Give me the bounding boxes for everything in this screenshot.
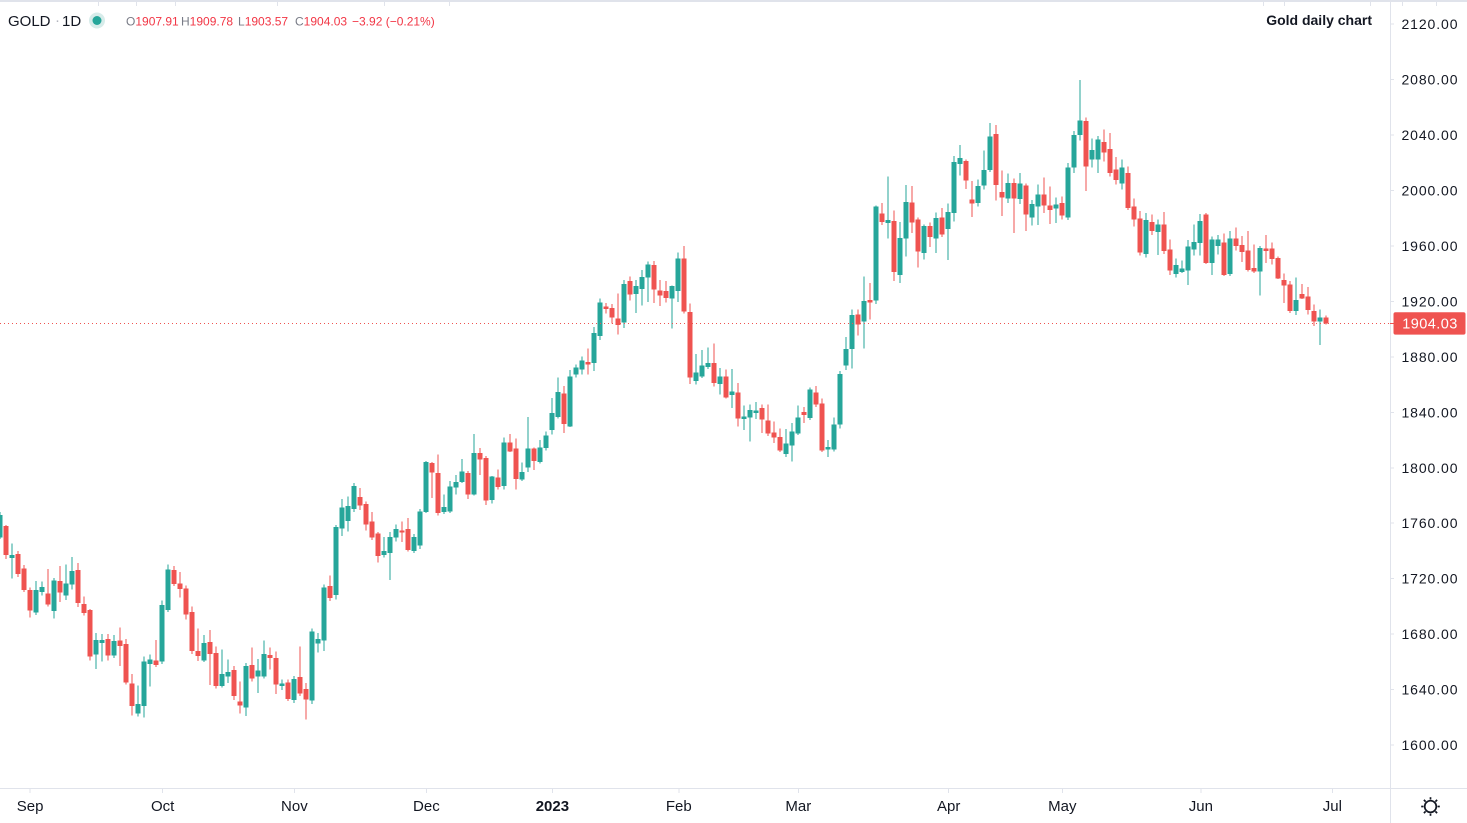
svg-text:1720.00: 1720.00 [1402,571,1458,587]
svg-text:2080.00: 2080.00 [1402,72,1458,88]
svg-text:Sep: Sep [17,798,44,815]
svg-text:1760.00: 1760.00 [1402,515,1458,531]
svg-text:Mar: Mar [785,798,811,815]
svg-text:1600.00: 1600.00 [1402,737,1458,753]
svg-text:·: · [55,12,60,29]
svg-text:L1903.57: L1903.57 [238,14,288,28]
svg-text:Gold daily chart: Gold daily chart [1266,12,1372,28]
svg-text:C1904.03: C1904.03 [295,14,347,28]
svg-text:Jun: Jun [1189,798,1213,815]
svg-text:1880.00: 1880.00 [1402,349,1458,365]
svg-text:1920.00: 1920.00 [1402,293,1458,309]
svg-text:May: May [1048,798,1077,815]
svg-text:1800.00: 1800.00 [1402,460,1458,476]
svg-text:Oct: Oct [151,798,175,815]
svg-text:1D: 1D [62,13,81,30]
svg-text:2040.00: 2040.00 [1402,127,1458,143]
svg-text:Jul: Jul [1323,798,1342,815]
svg-text:2000.00: 2000.00 [1402,182,1458,198]
svg-text:2120.00: 2120.00 [1402,16,1458,32]
svg-text:Apr: Apr [937,798,960,815]
svg-text:O1907.91: O1907.91 [126,14,179,28]
svg-text:2023: 2023 [536,798,569,815]
svg-text:1640.00: 1640.00 [1402,682,1458,698]
svg-text:1904.03: 1904.03 [1402,317,1457,333]
svg-text:Dec: Dec [413,798,440,815]
svg-text:Feb: Feb [666,798,692,815]
svg-text:Nov: Nov [281,798,308,815]
svg-text:1960.00: 1960.00 [1402,238,1458,254]
svg-text:GOLD: GOLD [8,13,51,30]
svg-text:1840.00: 1840.00 [1402,404,1458,420]
svg-text:H1909.78: H1909.78 [181,14,233,28]
svg-text:−3.92 (−0.21%): −3.92 (−0.21%) [352,14,435,28]
svg-text:1680.00: 1680.00 [1402,626,1458,642]
